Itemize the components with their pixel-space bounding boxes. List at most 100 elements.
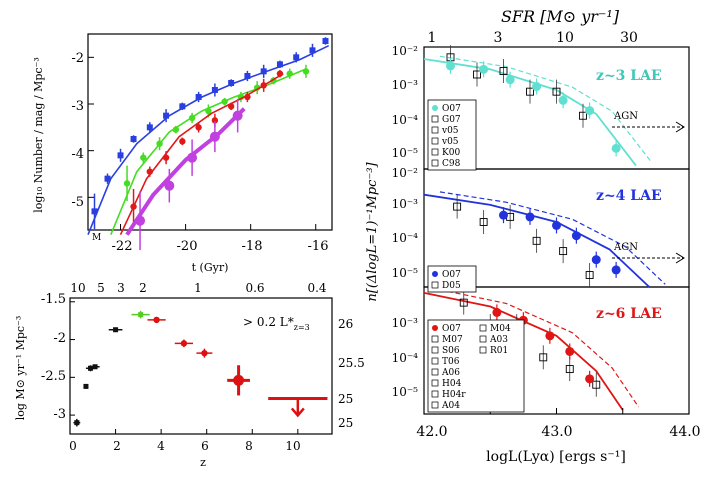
lf-point-red [162, 154, 170, 161]
lae-fit-curve-dashed [439, 191, 666, 285]
lae-legend-label: G07 [442, 115, 461, 125]
lf-point-green [205, 107, 212, 115]
lae-other-point [585, 271, 594, 279]
lae-point [525, 212, 535, 222]
lf-point-blue [163, 112, 170, 119]
lae-y-label: n[(ΔlogL=1)⁻¹Mpc⁻³] [365, 161, 380, 301]
lf-point-blue [244, 73, 251, 79]
sfrd-point [153, 316, 160, 324]
lf-point-green [172, 126, 180, 133]
lae-top-tick: 3 [494, 30, 503, 46]
lae-legends: O07G07v05v05K00C98O07D05O07M07S06T06A06H… [427, 99, 525, 413]
lae-top-tick: 30 [620, 30, 638, 46]
lae-legend-marker [479, 335, 487, 343]
lf-y-tick: -3 [71, 99, 84, 114]
lf-panel: -22 -20 -18 -16 -2 -3 -4 -5 M t (Gyr) lo… [32, 33, 333, 274]
lae-legend-marker [431, 368, 439, 376]
lae-series [423, 45, 690, 414]
lf-point-red [195, 124, 202, 131]
lf-point-red [276, 70, 284, 77]
lf-point-blue [276, 61, 283, 68]
lae-other-point [453, 202, 462, 211]
lae-other-point [559, 247, 568, 256]
lae-y-tick: 10⁻⁵ [392, 385, 419, 399]
lae-legend-label: H04 [442, 379, 462, 389]
lae-other-point [473, 70, 481, 79]
lae-y-tick: 10⁻² [392, 44, 419, 58]
sfrd-y-tick: -3 [53, 407, 66, 422]
lae-other-point [539, 353, 548, 362]
lf-point-magenta [209, 131, 220, 142]
lae-point [591, 255, 601, 265]
lf-point-red [130, 203, 137, 210]
lae-fit-curve [423, 292, 624, 411]
sfrd-point [113, 327, 119, 333]
lf-curve-magenta [125, 107, 246, 236]
sfrd-right-tick: 25.5 [338, 356, 365, 370]
sfrd-point [180, 340, 188, 347]
lae-other-point [532, 236, 541, 245]
lae-top-ticks: 1 3 10 30 [428, 30, 638, 46]
lae-z6-label: z~6 LAE [596, 306, 662, 322]
lf-x-tick: -22 [112, 239, 133, 254]
lf-point-magenta [135, 215, 146, 226]
sfrd-x-tick: 10 [285, 439, 300, 453]
lae-panel: SFR [M⊙ yr⁻¹] 1 3 10 30 z~3 LAE z~4 LAE … [365, 7, 701, 465]
lf-x-label-m: M [92, 233, 101, 243]
lae-other-point [479, 218, 488, 226]
sfrd-y-tick: -2 [53, 331, 66, 346]
lf-point-red [211, 117, 219, 124]
lae-legend-marker [431, 126, 439, 134]
lf-x-tick: -20 [177, 239, 198, 254]
lf-point-red [146, 168, 154, 175]
sfrd-point [88, 365, 94, 371]
lf-point-blue [117, 152, 124, 159]
sfrd-top-tick: 2 [139, 281, 147, 295]
sfrd-right-tick: 25 [338, 392, 353, 406]
lf-point-blue [146, 124, 153, 131]
lf-y-tick: -2 [71, 51, 84, 66]
sfrd-point [233, 374, 245, 386]
lae-fit-curve-dashed [439, 289, 640, 408]
lae-legend-marker [431, 281, 439, 289]
lf-point-blue [91, 208, 98, 215]
lae-top-title: SFR [M⊙ yr⁻¹] [501, 7, 620, 26]
lf-series [87, 37, 330, 251]
lae-point [479, 64, 489, 74]
lae-legend-label: v05 [441, 126, 459, 136]
lae-point [565, 346, 575, 356]
lae-z3-agn-label: AGN [613, 111, 638, 122]
lae-legend-box [427, 319, 525, 413]
sfrd-x-tick: 2 [113, 439, 121, 453]
lae-other-point [459, 298, 468, 307]
lae-point [611, 143, 621, 153]
lae-other-point [526, 87, 534, 96]
lae-y-tick: 10⁻² [392, 166, 419, 180]
lae-x-tick: 42.0 [416, 424, 447, 440]
sfrd-point [83, 383, 89, 389]
lae-x-ticks: 42.0 43.0 44.0 [416, 424, 700, 440]
lae-legend-marker [431, 137, 439, 145]
lae-legend-label: S06 [442, 346, 460, 356]
lf-x-label-t: t (Gyr) [192, 261, 229, 274]
lae-legend-marker [431, 401, 439, 409]
lae-legend-marker [431, 357, 439, 365]
lae-legend-label: O07 [442, 324, 461, 334]
sfrd-annotation-main: > 0.2 L* [243, 315, 294, 329]
lae-y-ticks: 10⁻² 10⁻³ 10⁻⁴ 10⁻⁵ 10⁻² 10⁻³ 10⁻⁴ 10⁻⁵ … [392, 44, 419, 399]
lae-z4-label: z~4 LAE [596, 188, 662, 204]
lae-y-tick: 10⁻⁵ [392, 146, 419, 160]
lf-y-ticks: -2 -3 -4 -5 [71, 51, 84, 210]
lae-legend-marker [432, 105, 438, 111]
lae-other-point [499, 67, 508, 76]
sfrd-panel: 10 5 3 2 1 0.6 0.4 0 2 4 6 8 10 -1.5 -2 … [14, 281, 365, 469]
lae-x-tick: 43.0 [541, 424, 572, 440]
lf-point-magenta [164, 180, 175, 191]
lae-other-point [565, 365, 574, 374]
lf-point-blue [293, 54, 300, 61]
lf-point-blue [195, 94, 202, 100]
sfrd-annotation: > 0.2 L*z=3 [243, 315, 310, 332]
lae-y-tick: 10⁻³ [392, 197, 419, 211]
lae-other-point [579, 111, 587, 120]
